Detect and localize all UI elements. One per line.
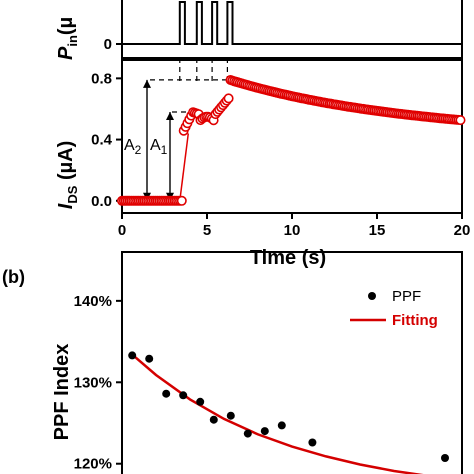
current-x-tick-label: 5	[203, 222, 211, 239]
pulse-y-tick-label: 0	[104, 36, 112, 53]
legend-ppf-label: PPF	[392, 288, 421, 305]
ppf-point	[441, 454, 449, 462]
pulse-ylabel-main: P	[55, 46, 77, 60]
current-points	[117, 75, 466, 206]
a1-sub: 1	[161, 143, 168, 157]
ppf-points	[128, 351, 449, 462]
current-y-tick-label: 0.8	[91, 70, 112, 87]
a1-arrow-head-top	[166, 112, 174, 121]
legend-fit-label: Fitting	[392, 312, 438, 329]
a2-label: A2	[124, 137, 142, 157]
current-x-tick-label: 0	[118, 222, 126, 239]
x-axis-title: Time (s)	[250, 247, 326, 269]
ppf-point	[260, 427, 269, 436]
pulse-frame	[121, 0, 463, 59]
ppf-y-tick-label: 140%	[74, 293, 112, 310]
ppf-y-axis-title: PPF Index	[51, 344, 73, 441]
ppf-axes: 140% 130% 120%	[74, 251, 463, 474]
a2-letter: A	[124, 137, 135, 154]
current-x-tick-label: 15	[369, 222, 386, 239]
current-ylabel-sub: DS	[65, 185, 80, 203]
ppf-point	[145, 354, 154, 363]
ppf-point	[243, 429, 252, 438]
fitting-line	[131, 353, 424, 474]
a2-arrow-head-top	[143, 79, 151, 88]
a1-label: A1	[150, 137, 168, 157]
ppf-frame	[121, 251, 463, 474]
ppf-y-tick-label: 120%	[74, 456, 112, 473]
amplitude-guides	[143, 58, 230, 201]
pulse-trace	[122, 1, 462, 45]
ppf-point	[162, 389, 171, 398]
fitting-curve	[131, 353, 424, 474]
pulse-panel: Pin(µ 0	[55, 0, 463, 60]
ppf-panel: (b) PPF Index 140% 130% 120% PPF Fitting	[2, 251, 463, 474]
a1-letter: A	[150, 137, 161, 154]
pulse-axes: 0	[104, 0, 463, 59]
current-x-tick-label: 20	[454, 222, 471, 239]
ppf-y-tick-label: 130%	[74, 374, 112, 391]
current-y-tick-label: 0.0	[91, 193, 112, 210]
ppf-point	[209, 415, 218, 424]
legend: PPF Fitting	[350, 288, 438, 329]
current-x-tick-label: 10	[284, 222, 301, 239]
panel-label-b: (b)	[2, 267, 25, 287]
ppf-point	[277, 421, 286, 430]
current-point	[176, 195, 187, 206]
current-panel: IDS (µA) 0 5 10 15 200.00.40.8 A2 A1 Time (s…	[55, 58, 470, 269]
current-frame	[121, 59, 463, 214]
current-ylabel-unit: (µA)	[55, 141, 77, 186]
pulse-waveform	[122, 1, 462, 45]
pulse-y-axis-title: Pin(µ	[55, 17, 80, 60]
svg-text:Pin(µ: Pin(µ	[55, 17, 80, 60]
ppf-point	[226, 411, 235, 420]
current-axes: 0 5 10 15 20 0.0 0.4 0.8	[91, 59, 471, 239]
current-y-tick-label: 0.4	[91, 132, 113, 149]
ppf-point	[179, 391, 188, 400]
ppf-point	[308, 438, 317, 447]
svg-text:IDS (µA): IDS (µA)	[55, 141, 80, 209]
ppf-point	[196, 397, 205, 406]
current-ylabel-main: I	[55, 203, 77, 209]
current-rise-line	[179, 133, 190, 201]
current-y-axis-title: IDS (µA)	[55, 141, 80, 209]
legend-ppf-marker	[368, 292, 376, 300]
current-point	[455, 115, 466, 126]
pulse-ylabel-sub: in	[65, 35, 80, 47]
a2-sub: 2	[135, 143, 142, 157]
pulse-ylabel-unit: (µ	[55, 17, 77, 35]
current-point	[223, 93, 234, 104]
ppf-point	[128, 351, 137, 360]
